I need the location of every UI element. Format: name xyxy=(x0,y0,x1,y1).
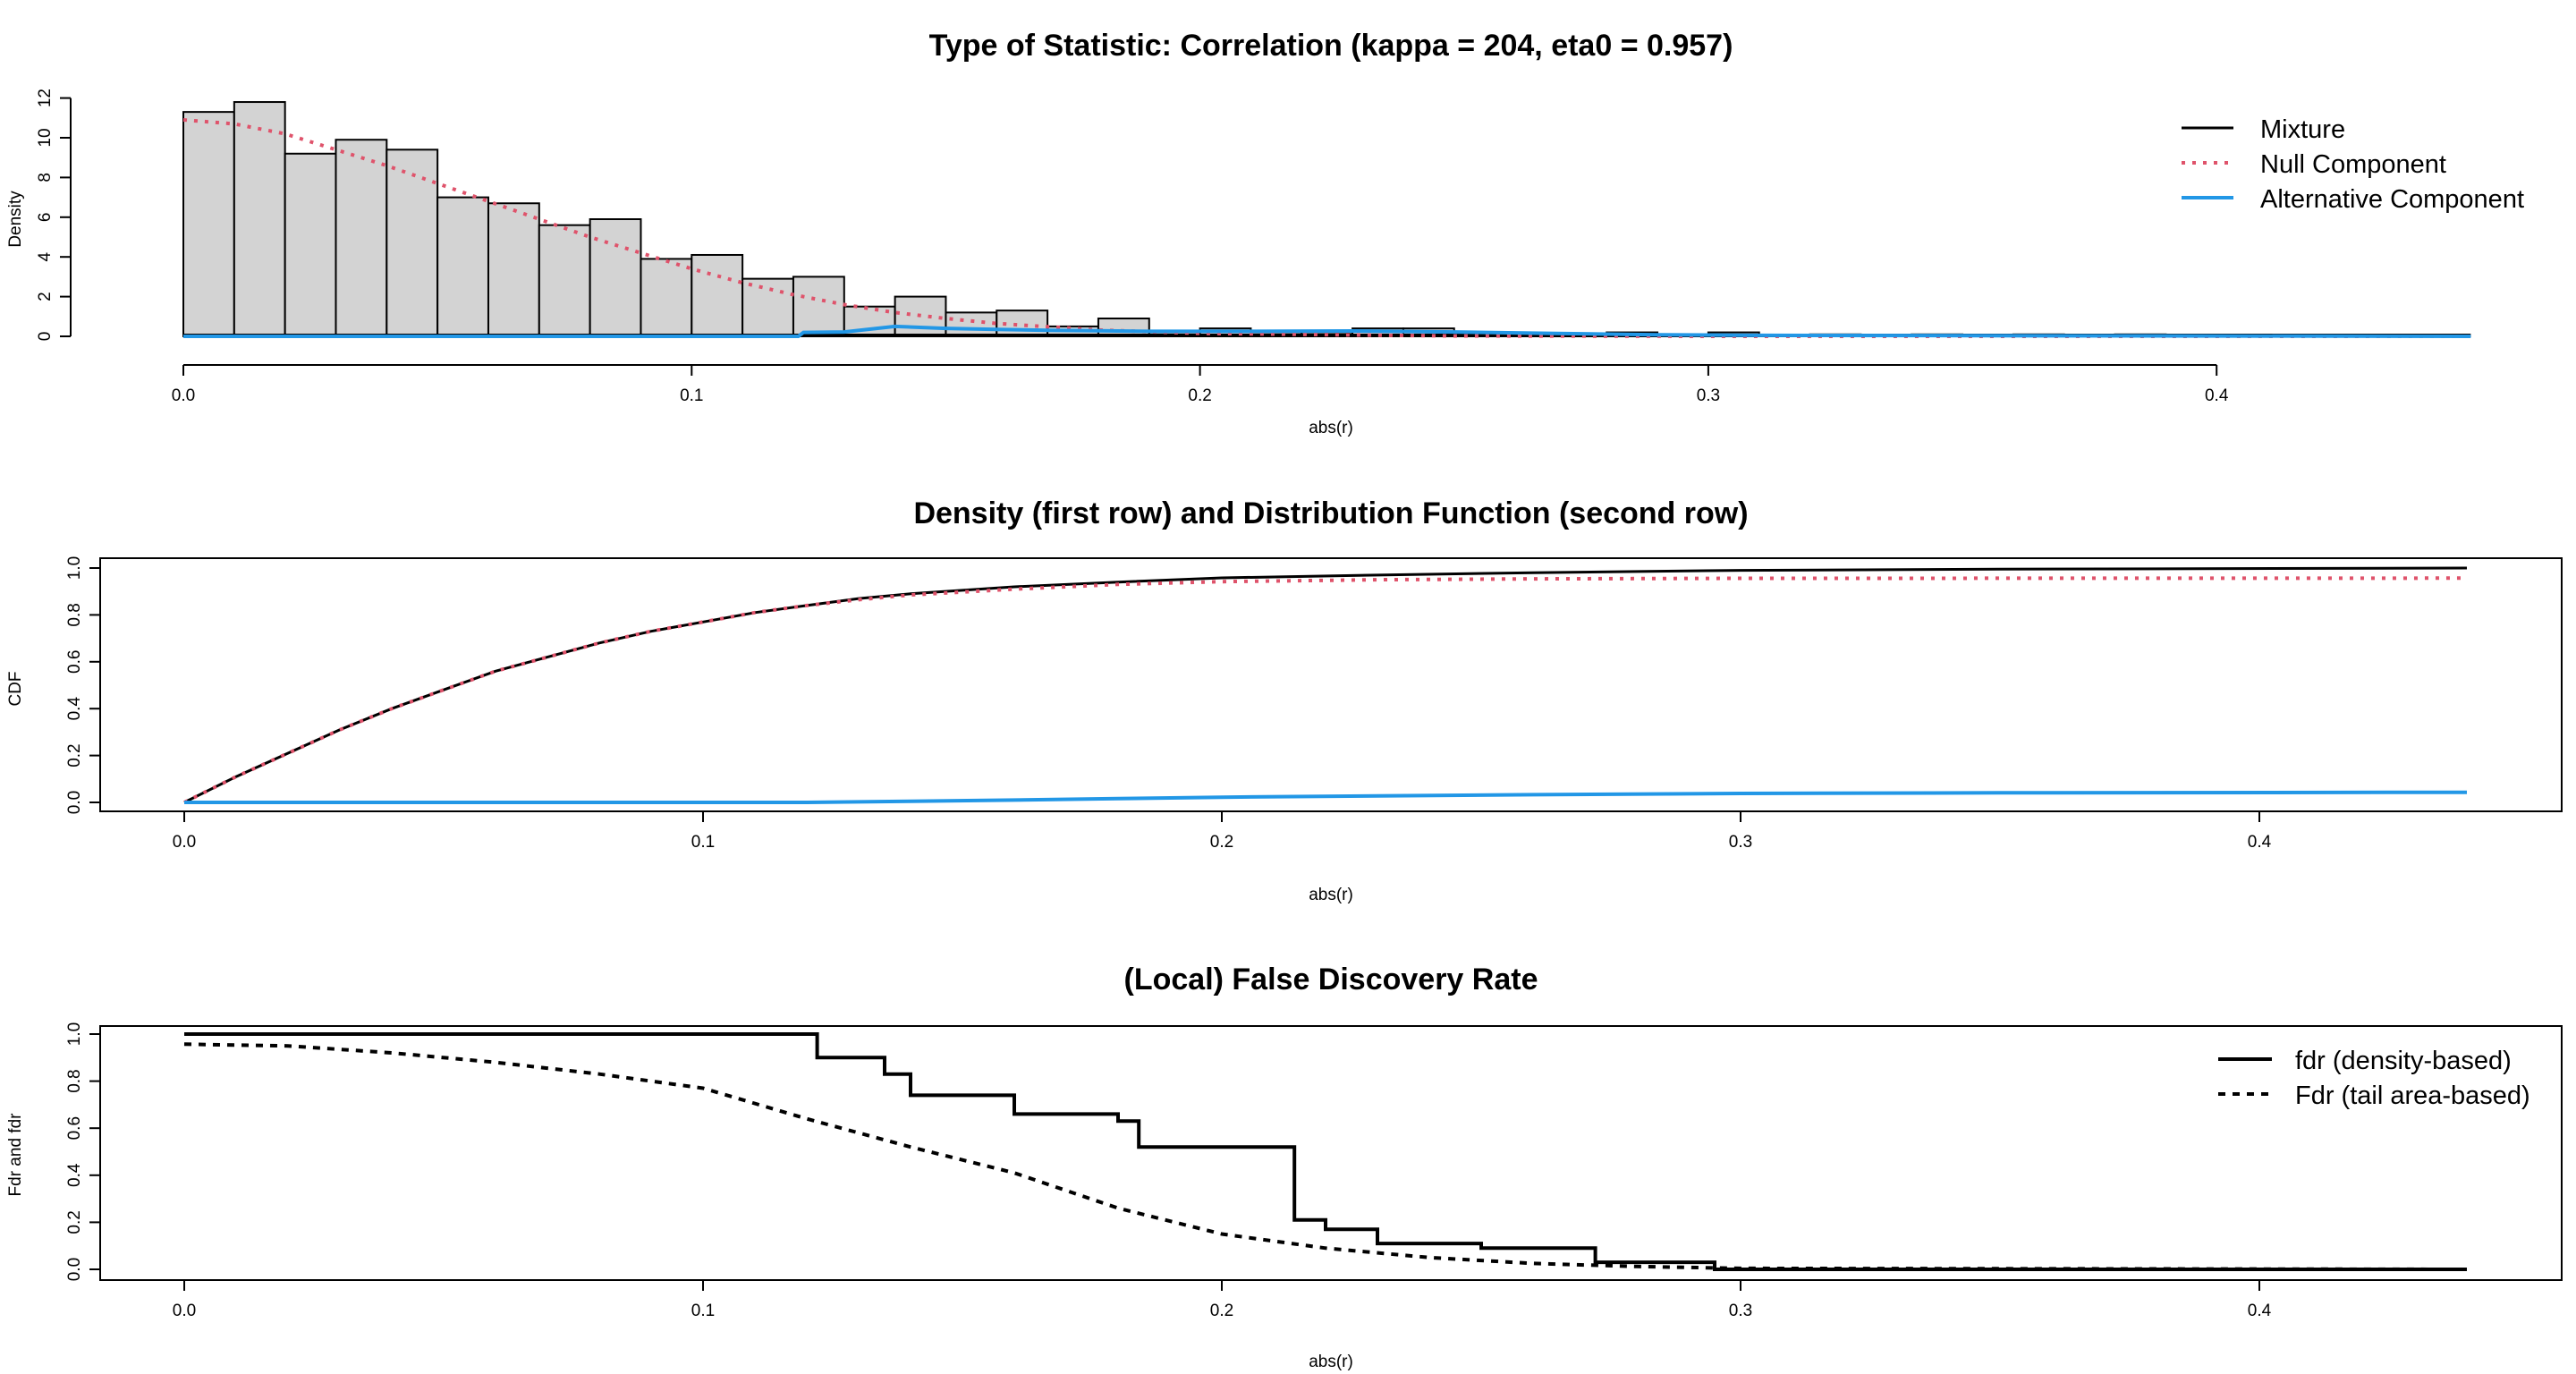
density-axes: 0.0 0.1 0.2 0.3 0.4 0 2 4 6 8 10 12 xyxy=(36,89,2229,405)
legend-mixture-label: Mixture xyxy=(2260,115,2345,144)
fdr-curves xyxy=(183,1032,2468,1271)
cdf-curves xyxy=(183,566,2468,804)
cdf-x-tick-label: 0.1 xyxy=(691,833,715,852)
histogram-bar xyxy=(335,139,388,337)
density-y-tick-label: 10 xyxy=(36,128,55,147)
legend-Fdr-label: Fdr (tail area-based) xyxy=(2295,1081,2530,1110)
histogram-bar xyxy=(741,277,794,337)
fdr-legend: fdr (density-based) Fdr (tail area-based… xyxy=(2218,1047,2530,1110)
density-title: Type of Statistic: Correlation (kappa = … xyxy=(929,29,1733,63)
fdr-ylabel: Fdr and fdr xyxy=(6,1113,25,1197)
cdf-x-tick-label: 0.4 xyxy=(2248,833,2272,852)
fdr-y-tick-label: 0.8 xyxy=(65,1069,84,1092)
density-y-tick-label: 0 xyxy=(36,332,55,342)
legend-alternative-label: Alternative Component xyxy=(2260,185,2524,214)
histogram-bar xyxy=(589,218,642,337)
histogram-bar xyxy=(945,311,998,337)
density-x-tick-label: 0.3 xyxy=(1697,386,1720,405)
histogram-bar xyxy=(538,224,591,337)
density-x-tick-label: 0.1 xyxy=(680,386,703,405)
fdr-y-tick-label: 0.6 xyxy=(65,1116,84,1140)
cdf-x-tick-label: 0.0 xyxy=(173,833,196,852)
density-y-tick-label: 12 xyxy=(36,89,55,107)
cdf-mixture-line xyxy=(183,566,2468,804)
histogram-bar xyxy=(640,258,693,338)
density-xlabel: abs(r) xyxy=(1309,419,1353,437)
cdf-y-tick-label: 0.8 xyxy=(65,603,84,626)
fdr-y-tick-label: 0.4 xyxy=(65,1163,84,1187)
density-x-tick-label: 0.4 xyxy=(2205,386,2229,405)
fdr-fdr-tail-area-based-line xyxy=(183,1042,2468,1271)
fdr-y-tick-label: 0.2 xyxy=(65,1210,84,1234)
cdf-title: Density (first row) and Distribution Fun… xyxy=(913,496,1748,530)
cdf-y-tick-label: 0.6 xyxy=(65,650,84,674)
fdr-plot-box xyxy=(99,1025,2563,1281)
fdr-y-tick-label: 1.0 xyxy=(65,1022,84,1046)
histogram-bar xyxy=(691,253,744,338)
fdr-y-tick-label: 0.0 xyxy=(65,1258,84,1281)
density-y-tick-label: 6 xyxy=(36,213,55,223)
density-null-component-line xyxy=(182,118,2471,338)
fdr-x-tick-label: 0.2 xyxy=(1210,1302,1233,1320)
fdr-title: (Local) False Discovery Rate xyxy=(1124,963,1538,997)
fdr-axes: 0.0 0.1 0.2 0.3 0.4 0.0 0.2 0.4 0.6 0.8 1.0 xyxy=(65,1022,2272,1320)
legend-fdr-label: fdr (density-based) xyxy=(2295,1047,2512,1075)
density-y-tick-label: 2 xyxy=(36,292,55,301)
fdr-fdr-density-based-line xyxy=(184,1032,2467,1271)
histogram-bar xyxy=(182,111,235,337)
legend-null-label: Null Component xyxy=(2260,150,2446,179)
histogram-bar xyxy=(284,152,337,337)
cdf-y-tick-label: 0.0 xyxy=(65,791,84,814)
cdf-panel: Density (first row) and Distribution Fun… xyxy=(6,496,2563,904)
density-panel: Type of Statistic: Correlation (kappa = … xyxy=(6,29,2524,437)
density-x-tick-label: 0.2 xyxy=(1188,386,1211,405)
fdr-xlabel: abs(r) xyxy=(1309,1353,1353,1371)
cdf-x-tick-label: 0.2 xyxy=(1210,833,1233,852)
cdf-x-tick-label: 0.3 xyxy=(1729,833,1752,852)
cdf-null-component-line xyxy=(183,576,2468,804)
histogram-bar xyxy=(386,148,439,337)
cdf-axes: 0.0 0.1 0.2 0.3 0.4 0.0 0.2 0.4 0.6 0.8 1.0 xyxy=(65,556,2272,852)
density-curves xyxy=(182,118,2471,338)
cdf-y-tick-label: 0.4 xyxy=(65,697,84,721)
fdr-x-tick-label: 0.3 xyxy=(1729,1302,1752,1320)
fdr-x-tick-label: 0.4 xyxy=(2248,1302,2272,1320)
fdr-panel: (Local) False Discovery Rate abs(r) Fdr … xyxy=(6,963,2563,1371)
cdf-ylabel: CDF xyxy=(6,671,25,706)
histogram-bars xyxy=(182,101,2167,338)
cdf-plot-box xyxy=(99,557,2563,812)
histogram-bar xyxy=(487,202,540,337)
fdr-x-tick-label: 0.0 xyxy=(173,1302,196,1320)
histogram-bar xyxy=(792,276,845,337)
density-x-tick-label: 0.0 xyxy=(172,386,195,405)
density-alternative-component-line xyxy=(183,324,2471,338)
density-y-tick-label: 8 xyxy=(36,173,55,182)
cdf-xlabel: abs(r) xyxy=(1309,886,1353,904)
cdf-y-tick-label: 1.0 xyxy=(65,556,84,580)
fdr-x-tick-label: 0.1 xyxy=(691,1302,715,1320)
cdf-alternative-component-line xyxy=(184,790,2468,804)
density-legend: Mixture Null Component Alternative Compo… xyxy=(2182,115,2524,214)
histogram-bar xyxy=(436,196,489,337)
density-ylabel: Density xyxy=(6,191,25,248)
density-y-tick-label: 4 xyxy=(36,251,55,261)
cdf-y-tick-label: 0.2 xyxy=(65,743,84,767)
histogram-bar xyxy=(233,101,286,337)
